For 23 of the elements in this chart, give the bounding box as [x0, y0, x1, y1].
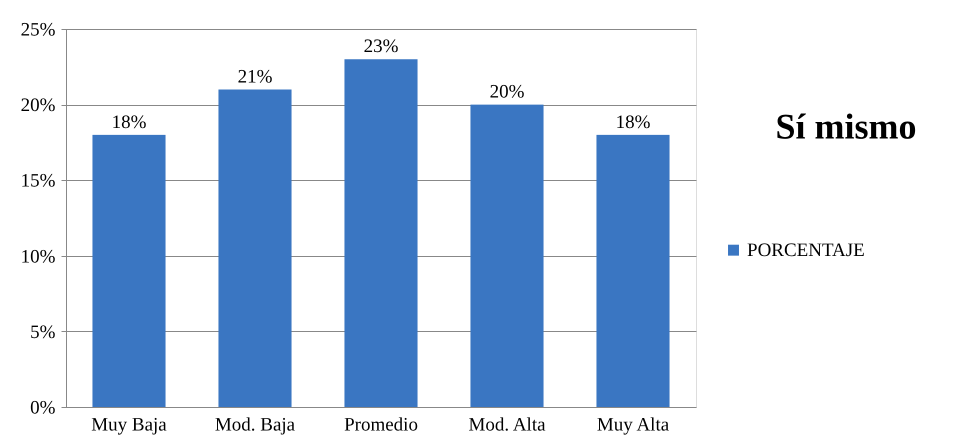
x-tick-label: Muy Alta [596, 414, 670, 436]
x-tick-label: Mod. Baja [214, 414, 296, 436]
data-label: 20% [490, 82, 525, 103]
x-tick-label: Mod. Alta [468, 414, 546, 436]
legend-label: PORCENTAJE [747, 240, 865, 262]
data-label: 18% [616, 112, 651, 133]
text: Sí mismo [775, 106, 917, 146]
bar [344, 59, 418, 407]
data-label: 18% [112, 112, 147, 133]
bar [470, 104, 544, 407]
y-tick-label: 5% [30, 322, 56, 343]
x-tick-label: Muy Baja [91, 414, 168, 436]
y-tick-label: 15% [20, 170, 56, 192]
bar [596, 134, 670, 407]
y-tick-label: 0% [30, 398, 56, 418]
y-tick-label: 25% [20, 20, 56, 40]
data-label: 23% [364, 36, 399, 58]
y-tick-label: 20% [20, 95, 56, 116]
x-tick-label: Promedio [344, 414, 418, 436]
y-tick-label: 10% [20, 246, 56, 268]
bar [218, 89, 292, 407]
data-label: 21% [238, 66, 273, 88]
bar [92, 134, 166, 407]
